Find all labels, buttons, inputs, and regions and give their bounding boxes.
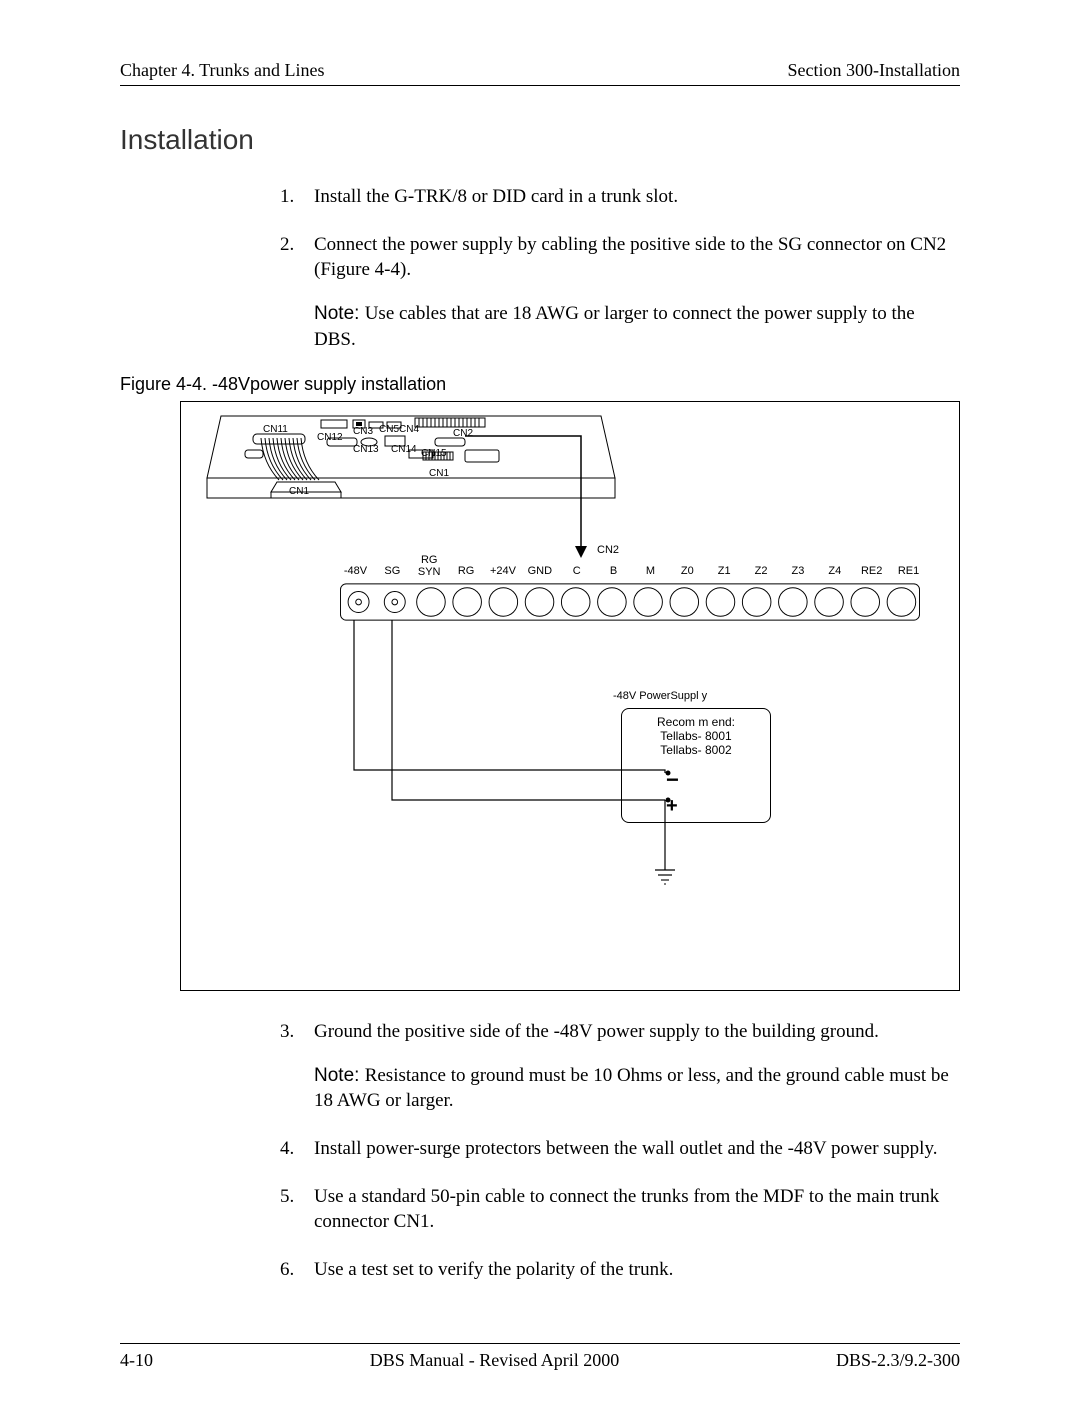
pin-label: C xyxy=(561,565,593,577)
note-label: Note: xyxy=(314,303,365,324)
pin-label: GND xyxy=(524,565,556,577)
lbl-cn1b: CN1 xyxy=(429,468,449,479)
footer-right: DBS-2.3/9.2-300 xyxy=(836,1350,960,1371)
pin-label: B xyxy=(598,565,630,577)
power-supply-box: Recom m end: Tellabs- 8001 Tellabs- 8002… xyxy=(621,708,771,823)
step-number: 5. xyxy=(280,1184,294,1210)
pin-label: RE1 xyxy=(893,565,925,577)
lbl-cn11: CN11 xyxy=(263,424,288,435)
pin-label: RG xyxy=(450,565,482,577)
lbl-cn12: CN12 xyxy=(317,432,343,443)
pin-label: SG xyxy=(376,565,408,577)
ps-rec: Recom m end: xyxy=(622,715,770,729)
lbl-cn1: CN1 xyxy=(289,486,309,497)
pin-label: Z3 xyxy=(782,565,814,577)
footer-left: 4-10 xyxy=(120,1350,153,1371)
plus-sign: + xyxy=(666,795,678,817)
note-text: Use cables that are 18 AWG or larger to … xyxy=(314,303,915,350)
note-block: Note: Resistance to ground must be 10 Oh… xyxy=(314,1063,960,1114)
ps-l2: Tellabs- 8002 xyxy=(622,743,770,757)
steps-after: 3. Ground the positive side of the -48V p… xyxy=(280,1019,960,1282)
page-footer: 4-10 DBS Manual - Revised April 2000 DBS… xyxy=(120,1343,960,1371)
step-number: 4. xyxy=(280,1136,294,1162)
terminal-row xyxy=(335,582,925,622)
step-number: 2. xyxy=(280,232,294,258)
note-block: Note: Use cables that are 18 AWG or larg… xyxy=(314,301,960,352)
pin-label: RGSYN xyxy=(413,554,445,578)
footer-center: DBS Manual - Revised April 2000 xyxy=(370,1350,620,1371)
page-header: Chapter 4. Trunks and Lines Section 300-… xyxy=(120,60,960,86)
pin-label: M xyxy=(634,565,666,577)
pin-label: Z1 xyxy=(708,565,740,577)
lbl-cn3: CN3 xyxy=(353,426,373,437)
step-text: Ground the positive side of the -48V pow… xyxy=(314,1021,879,1042)
step-text: Install the G-TRK/8 or DID card in a tru… xyxy=(314,186,678,207)
section-title: Installation xyxy=(120,124,960,156)
lbl-cn4: CN4 xyxy=(399,424,419,435)
header-left: Chapter 4. Trunks and Lines xyxy=(120,60,325,81)
ps-l1: Tellabs- 8001 xyxy=(622,729,770,743)
cn2-big-label: CN2 xyxy=(597,544,619,556)
step-number: 3. xyxy=(280,1019,294,1045)
steps-before: 1. Install the G-TRK/8 or DID card in a t… xyxy=(280,184,960,352)
arrow-down-svg xyxy=(461,432,601,562)
step-item: 6. Use a test set to verify the polarity … xyxy=(280,1257,960,1283)
note-text: Resistance to ground must be 10 Ohms or … xyxy=(314,1065,949,1112)
wiring-svg xyxy=(335,620,855,900)
figure-caption: Figure 4-4. -48Vpower supply installatio… xyxy=(120,374,960,395)
step-number: 1. xyxy=(280,184,294,210)
step-text: Use a standard 50-pin cable to connect t… xyxy=(314,1186,939,1233)
step-number: 6. xyxy=(280,1257,294,1283)
pin-label: -48V xyxy=(339,565,371,577)
step-item: 1. Install the G-TRK/8 or DID card in a t… xyxy=(280,184,960,210)
lbl-cn13: CN13 xyxy=(353,444,379,455)
lbl-cn15: CN15 xyxy=(421,448,447,459)
pin-label: +24V xyxy=(487,565,519,577)
step-text: Connect the power supply by cabling the … xyxy=(314,234,946,281)
step-item: 3. Ground the positive side of the -48V p… xyxy=(280,1019,960,1114)
note-label: Note: xyxy=(314,1065,365,1086)
ps-title: -48V PowerSuppl y xyxy=(613,690,707,702)
pin-label: RE2 xyxy=(856,565,888,577)
pin-label: Z2 xyxy=(745,565,777,577)
lbl-cn14: CN14 xyxy=(391,444,417,455)
step-text: Use a test set to verify the polarity of… xyxy=(314,1259,673,1280)
pin-label: Z4 xyxy=(819,565,851,577)
figure-diagram: CN11 CN12 CN3 CN5 CN4 CN2 CN13 CN14 CN15… xyxy=(180,401,960,991)
header-right: Section 300-Installation xyxy=(788,60,960,81)
pin-label: Z0 xyxy=(671,565,703,577)
step-item: 5. Use a standard 50-pin cable to connect… xyxy=(280,1184,960,1235)
step-item: 2. Connect the power supply by cabling th… xyxy=(280,232,960,353)
step-item: 4. Install power-surge protectors between… xyxy=(280,1136,960,1162)
step-text: Install power-surge protectors between t… xyxy=(314,1138,937,1159)
minus-sign: − xyxy=(666,767,679,792)
lbl-cn5: CN5 xyxy=(379,424,399,435)
